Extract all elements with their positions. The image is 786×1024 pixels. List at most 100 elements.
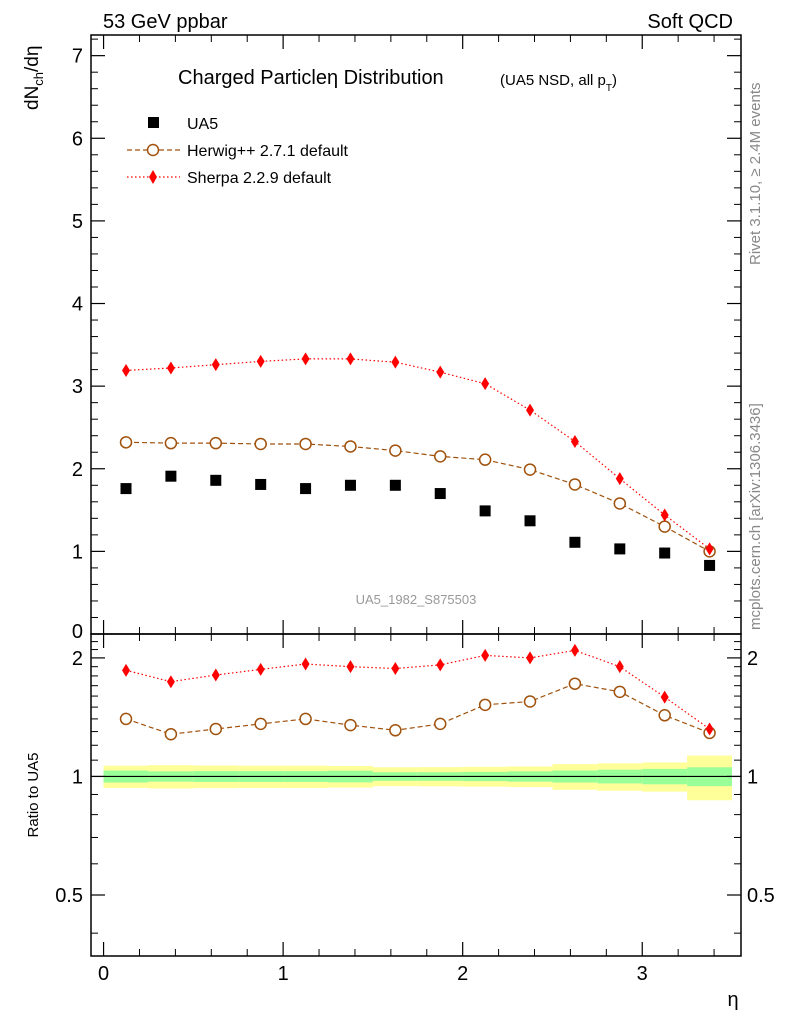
ratio-y-tick-label-right: 0.5 [747, 885, 775, 907]
ratio-uncertainty-bands [103, 755, 733, 801]
legend: UA5 Herwig++ 2.7.1 default Sherpa 2.2.9 … [127, 116, 349, 187]
main-y-tick-label: 4 [72, 294, 83, 316]
ua5-point [479, 505, 491, 517]
herwig-point [478, 453, 492, 466]
ratio-herwig-point [389, 724, 402, 737]
legend-label-sherpa: Sherpa 2.2.9 default [187, 170, 332, 187]
main-y-tick-label: 2 [72, 459, 83, 481]
ua5-point [300, 483, 312, 495]
sherpa-point [481, 377, 490, 391]
main-y-tick-label: 6 [72, 128, 83, 150]
ratio-sherpa-point [436, 658, 445, 672]
ua5-point [255, 478, 267, 490]
main-y-axis-label: dNch/dη [22, 46, 46, 110]
ratio-herwig-point [299, 712, 312, 726]
sherpa-line [125, 358, 710, 550]
sherpa-point [526, 403, 535, 417]
ratio-sherpa-point [346, 660, 355, 674]
sherpa-point [166, 361, 175, 375]
legend-entry-sherpa: Sherpa 2.2.9 default [127, 170, 332, 187]
main-y-axis: 1 2 3 4 5 6 7 0 [72, 35, 741, 643]
main-y-tick-label: 5 [72, 211, 83, 233]
ratio-sherpa-point [481, 648, 490, 662]
ratio-y-tick-label: 0.5 [55, 885, 83, 907]
x-tick-label: 2 [457, 963, 468, 985]
legend-marker-sherpa [149, 170, 157, 184]
ratio-herwig-point [658, 709, 671, 722]
herwig-point [613, 497, 627, 510]
ratio-herwig-point [478, 698, 492, 712]
ratio-sherpa-point [211, 668, 220, 682]
main-y-tick-label: 1 [72, 541, 83, 563]
ua5-point [659, 547, 671, 559]
ua5-point [524, 515, 536, 527]
sherpa-point [256, 354, 265, 368]
ua5-point [344, 479, 356, 491]
ratio-herwig-point [164, 727, 178, 741]
legend-marker-herwig [146, 143, 160, 157]
ratio-y-tick-label-right: 1 [747, 766, 758, 788]
ratio-y-tick-label: 1 [72, 766, 83, 788]
sherpa-point [391, 355, 400, 369]
mcplots-label: mcplots.cern.ch [arXiv:1306.3436] [747, 403, 764, 630]
sherpa-point [122, 363, 131, 377]
header-left: 53 GeV ppbar [103, 11, 228, 33]
herwig-point [344, 440, 357, 453]
ratio-sherpa-point [166, 675, 175, 689]
ratio-herwig-point [119, 712, 133, 726]
ratio-sherpa-point [615, 660, 624, 674]
x-axis-label: η [727, 989, 738, 1011]
herwig-line [125, 441, 710, 552]
ua5-point [434, 488, 446, 500]
ratio-sherpa-point [705, 722, 714, 736]
ratio-y-axis-label: Ratio to UA5 [25, 752, 42, 837]
main-series [119, 352, 716, 571]
rivet-label: Rivet 3.1.10, ≥ 2.4M events [747, 83, 764, 266]
herwig-point [433, 450, 447, 463]
main-panel: 1 2 3 4 5 6 7 0 [72, 34, 742, 643]
ratio-sherpa-point [122, 663, 131, 677]
ratio-sherpa-point [660, 690, 669, 704]
title-main: Charged Particleη Distribution [178, 67, 444, 89]
ratio-herwig-line [125, 683, 710, 735]
ratio-sherpa-line [125, 649, 710, 730]
ratio-y-tick-label: 2 [72, 648, 83, 670]
main-y-tick-label-zero: 0 [72, 621, 83, 643]
main-y-tick-label: 7 [72, 46, 83, 68]
ratio-y-tick-label-right: 2 [747, 648, 758, 670]
sherpa-point [570, 434, 579, 448]
analysis-watermark: UA5_1982_S875503 [356, 592, 477, 607]
ratio-plot-frame [90, 633, 742, 957]
legend-entry-ua5: UA5 [148, 116, 218, 133]
ratio-sherpa-point [570, 643, 579, 657]
ratio-series [119, 643, 716, 741]
ua5-point [614, 543, 626, 555]
herwig-point [568, 478, 582, 491]
ratio-sherpa-point [391, 661, 400, 675]
herwig-point [389, 444, 402, 457]
herwig-point [523, 463, 537, 476]
herwig-point [164, 436, 178, 450]
herwig-point [209, 436, 223, 450]
header-right: Soft QCD [647, 11, 733, 33]
ua5-point [165, 470, 177, 482]
legend-label-herwig: Herwig++ 2.7.1 default [187, 143, 349, 160]
ratio-herwig-point [523, 695, 537, 708]
sherpa-point [436, 365, 445, 379]
ratio-herwig-point [613, 685, 627, 699]
ua5-point [569, 536, 581, 548]
ratio-herwig-point [254, 717, 267, 731]
x-tick-label: 1 [278, 963, 289, 985]
legend-marker-ua5 [148, 117, 159, 128]
herwig-point [254, 437, 267, 451]
legend-entry-herwig: Herwig++ 2.7.1 default [127, 143, 349, 160]
ratio-y-axis: 0.5 0.5 1 1 2 2 [55, 641, 775, 934]
ratio-sherpa-point [526, 651, 535, 665]
x-tick-label: 3 [637, 963, 648, 985]
herwig-point [658, 520, 671, 533]
ua5-point [210, 474, 222, 486]
ratio-herwig-point [344, 718, 357, 732]
ratio-x-axis: 0 1 2 3 [98, 634, 715, 985]
plot-title: Charged Particleη Distribution (UA5 NSD,… [178, 67, 617, 94]
